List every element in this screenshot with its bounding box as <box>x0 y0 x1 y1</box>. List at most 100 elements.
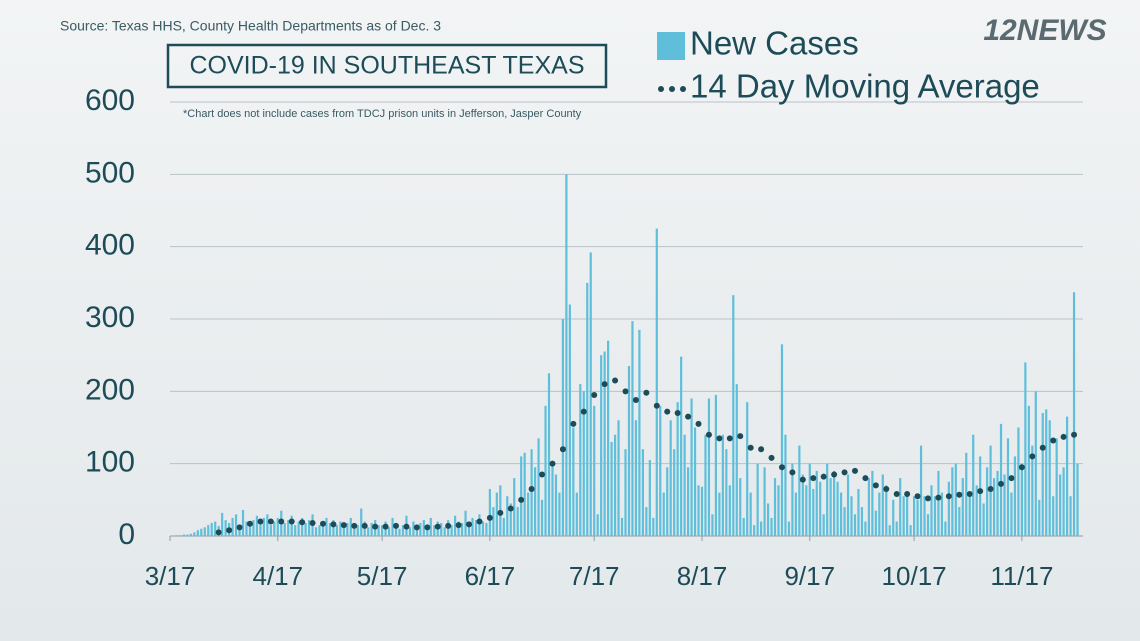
average-dot <box>539 471 546 478</box>
bar <box>1059 474 1062 536</box>
bar <box>276 517 279 536</box>
bar <box>214 521 217 536</box>
bar <box>805 485 808 536</box>
average-dot <box>987 485 994 492</box>
average-dot <box>340 522 347 529</box>
bar <box>328 522 332 536</box>
bar <box>763 467 766 536</box>
bar <box>1072 292 1076 536</box>
bar <box>262 517 265 536</box>
bar <box>693 427 697 536</box>
bar <box>481 521 485 536</box>
bar <box>801 474 804 536</box>
bar <box>603 351 606 536</box>
bar <box>332 520 335 536</box>
x-tick-label: 9/17 <box>784 561 835 591</box>
bar <box>353 528 356 536</box>
bar <box>252 520 255 536</box>
bar <box>673 449 676 536</box>
bar <box>589 252 592 536</box>
bar <box>878 492 881 536</box>
bar <box>791 463 794 536</box>
average-dot <box>977 488 984 495</box>
bar <box>520 456 523 536</box>
bar <box>766 503 770 536</box>
bar <box>1065 416 1069 536</box>
bar <box>753 525 756 536</box>
average-dot <box>810 475 817 482</box>
average-dot <box>226 527 233 534</box>
bar <box>412 521 415 536</box>
bar <box>513 478 516 536</box>
bar <box>777 485 780 536</box>
bar <box>554 474 558 536</box>
average-dot <box>674 410 681 417</box>
average-dot <box>309 519 316 526</box>
average-dot <box>883 485 890 492</box>
average-dot <box>612 377 619 384</box>
bar <box>582 391 585 536</box>
average-dot <box>455 522 462 529</box>
average-dot <box>445 522 452 529</box>
average-dot <box>643 389 650 396</box>
bar <box>1010 492 1013 536</box>
bar <box>387 527 391 536</box>
average-dot <box>591 391 598 398</box>
bar <box>850 496 853 536</box>
bar <box>812 488 815 536</box>
bar <box>881 474 884 536</box>
bar <box>680 356 683 536</box>
average-dot <box>570 420 577 427</box>
bar <box>401 525 405 536</box>
bar <box>391 517 394 536</box>
bar <box>527 492 530 536</box>
average-dot <box>998 480 1005 487</box>
bar <box>718 492 721 536</box>
average-dot <box>1018 464 1025 471</box>
bar <box>381 525 384 536</box>
bar <box>287 520 290 536</box>
title-box <box>166 43 608 89</box>
y-tick-label: 300 <box>85 301 135 334</box>
bar <box>864 521 867 536</box>
bar <box>613 434 617 536</box>
bar <box>467 525 471 536</box>
bar <box>739 478 742 536</box>
bar <box>648 460 651 536</box>
bar <box>624 449 627 536</box>
bar <box>572 427 575 536</box>
average-dot <box>799 476 806 483</box>
bar <box>339 521 342 536</box>
bar <box>895 521 898 536</box>
average-dot <box>361 522 368 529</box>
bar <box>857 488 860 536</box>
bar <box>1045 409 1048 536</box>
bar <box>234 514 238 536</box>
bar <box>506 496 509 536</box>
y-tick-label: 200 <box>85 373 135 406</box>
bar <box>732 295 735 536</box>
bar <box>398 528 401 536</box>
bar <box>690 398 693 536</box>
legend-swatch <box>657 32 685 60</box>
bar <box>846 474 850 536</box>
bar <box>537 438 540 536</box>
bar <box>301 517 304 536</box>
average-dot <box>841 469 848 476</box>
bar <box>707 398 711 536</box>
average-dot <box>716 435 723 442</box>
bar <box>189 533 192 536</box>
bar <box>669 420 672 536</box>
average-dot <box>893 491 900 498</box>
bar <box>965 452 968 536</box>
bar <box>516 507 519 536</box>
bar <box>676 402 679 536</box>
bar <box>349 517 352 536</box>
x-tick-label: 6/17 <box>465 561 516 591</box>
average-dot <box>747 444 754 451</box>
bar <box>1052 496 1055 536</box>
legend-label: 14 Day Moving Average <box>690 68 1040 105</box>
bar <box>912 496 916 536</box>
average-dot <box>518 496 525 503</box>
bar <box>540 499 544 536</box>
